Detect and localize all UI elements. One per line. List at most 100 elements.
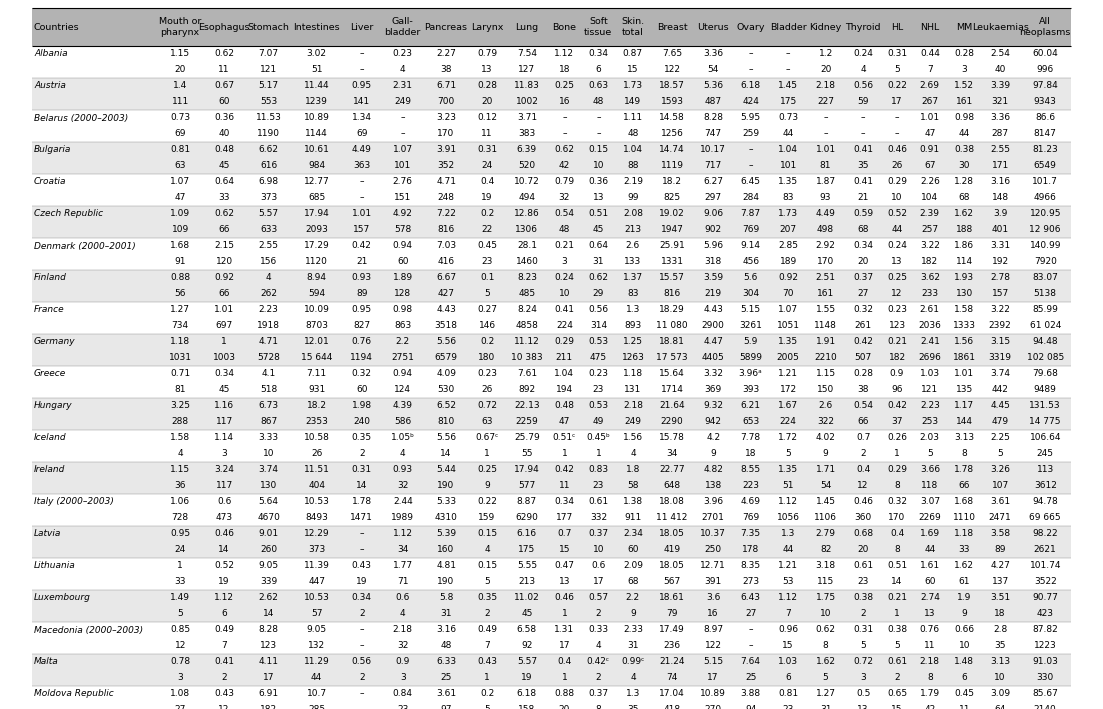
- Bar: [32, 702, 1071, 709]
- Text: 111: 111: [172, 98, 189, 106]
- Text: 1.73: 1.73: [623, 82, 643, 91]
- Text: 6.98: 6.98: [258, 177, 279, 186]
- Text: 120: 120: [215, 257, 233, 267]
- Text: 4966: 4966: [1034, 194, 1057, 203]
- Text: 1110: 1110: [953, 513, 976, 523]
- Text: 0.34: 0.34: [853, 242, 874, 250]
- Text: 101.7: 101.7: [1032, 177, 1058, 186]
- Text: 0.62: 0.62: [214, 50, 234, 59]
- Text: 68: 68: [628, 578, 639, 586]
- Text: Belarus (2000–2003): Belarus (2000–2003): [34, 113, 128, 123]
- Text: 2: 2: [222, 674, 227, 683]
- Text: 1.58: 1.58: [954, 306, 974, 315]
- Text: 734: 734: [172, 321, 189, 330]
- Text: 3.23: 3.23: [436, 113, 456, 123]
- Text: 6.45: 6.45: [740, 177, 761, 186]
- Text: 2269: 2269: [919, 513, 941, 523]
- Text: 171: 171: [992, 162, 1009, 170]
- Text: 45: 45: [218, 386, 229, 394]
- Text: 5728: 5728: [257, 354, 280, 362]
- Text: 3.61: 3.61: [436, 689, 457, 698]
- Text: 0.65: 0.65: [887, 689, 907, 698]
- Text: 211: 211: [556, 354, 572, 362]
- Bar: [32, 254, 1071, 270]
- Text: 0.7: 0.7: [557, 530, 571, 539]
- Text: 4670: 4670: [257, 513, 280, 523]
- Text: 11: 11: [481, 130, 493, 138]
- Text: –: –: [748, 162, 753, 170]
- Text: 5: 5: [178, 610, 183, 618]
- Text: 2.54: 2.54: [990, 50, 1010, 59]
- Text: 2: 2: [860, 450, 866, 459]
- Text: 189: 189: [780, 257, 796, 267]
- Text: 31: 31: [820, 705, 832, 709]
- Text: 81.23: 81.23: [1032, 145, 1058, 155]
- Text: 7.78: 7.78: [740, 433, 761, 442]
- Text: 12: 12: [174, 642, 186, 650]
- Text: 109: 109: [172, 225, 189, 235]
- Text: 26: 26: [311, 450, 322, 459]
- Text: 11: 11: [924, 642, 935, 650]
- Text: 123: 123: [889, 321, 906, 330]
- Text: 0.4: 0.4: [890, 530, 904, 539]
- Text: 4.49: 4.49: [352, 145, 372, 155]
- Text: 11.44: 11.44: [303, 82, 330, 91]
- Text: 35: 35: [857, 162, 869, 170]
- Bar: [32, 8, 1071, 46]
- Text: –: –: [596, 130, 601, 138]
- Text: 0.87: 0.87: [623, 50, 643, 59]
- Text: 8703: 8703: [306, 321, 328, 330]
- Text: 5.15: 5.15: [703, 657, 724, 666]
- Text: 3.13: 3.13: [954, 433, 974, 442]
- Text: 0.25: 0.25: [555, 82, 575, 91]
- Text: 0.46: 0.46: [887, 145, 907, 155]
- Text: 12.77: 12.77: [303, 177, 330, 186]
- Text: 0.45: 0.45: [954, 689, 974, 698]
- Text: Luxembourg: Luxembourg: [34, 593, 90, 603]
- Text: 89: 89: [995, 545, 1006, 554]
- Text: 1714: 1714: [661, 386, 684, 394]
- Text: 0.98: 0.98: [393, 306, 413, 315]
- Text: 0.7: 0.7: [856, 433, 870, 442]
- Text: 34: 34: [666, 450, 678, 459]
- Text: 32: 32: [559, 194, 570, 203]
- Text: Leukaemias: Leukaemias: [972, 23, 1029, 31]
- Text: 393: 393: [742, 386, 759, 394]
- Text: 19: 19: [481, 194, 493, 203]
- Text: 11: 11: [959, 705, 971, 709]
- Text: 893: 893: [624, 321, 642, 330]
- Text: 5.56: 5.56: [436, 433, 457, 442]
- Text: 1.18: 1.18: [954, 530, 974, 539]
- Text: 14.74: 14.74: [660, 145, 685, 155]
- Text: 148: 148: [992, 194, 1009, 203]
- Text: 158: 158: [518, 705, 536, 709]
- Text: 10.58: 10.58: [303, 433, 330, 442]
- Text: 79.68: 79.68: [1032, 369, 1058, 379]
- Text: 37: 37: [891, 418, 902, 427]
- Text: 26: 26: [481, 386, 493, 394]
- Text: 15: 15: [628, 65, 639, 74]
- Text: 3.16: 3.16: [436, 625, 457, 635]
- Bar: [32, 414, 1071, 430]
- Text: 339: 339: [260, 578, 277, 586]
- Text: 424: 424: [742, 98, 759, 106]
- Text: 4: 4: [400, 450, 406, 459]
- Text: 3.13: 3.13: [990, 657, 1010, 666]
- Text: 8: 8: [596, 705, 601, 709]
- Bar: [32, 366, 1071, 382]
- Text: 3.96: 3.96: [703, 498, 724, 506]
- Text: 97: 97: [440, 705, 452, 709]
- Text: 1.35: 1.35: [778, 177, 799, 186]
- Text: 12 906: 12 906: [1029, 225, 1061, 235]
- Text: 0.9: 0.9: [396, 657, 410, 666]
- Text: 2: 2: [484, 610, 490, 618]
- Text: 7.07: 7.07: [258, 50, 279, 59]
- Text: 3: 3: [222, 450, 227, 459]
- Text: 0.43: 0.43: [478, 657, 497, 666]
- Text: 6.16: 6.16: [517, 530, 537, 539]
- Text: 2: 2: [596, 610, 601, 618]
- Text: 190: 190: [438, 481, 454, 491]
- Text: 0.67: 0.67: [214, 82, 234, 91]
- Text: 0.37: 0.37: [588, 689, 609, 698]
- Text: –: –: [748, 625, 753, 635]
